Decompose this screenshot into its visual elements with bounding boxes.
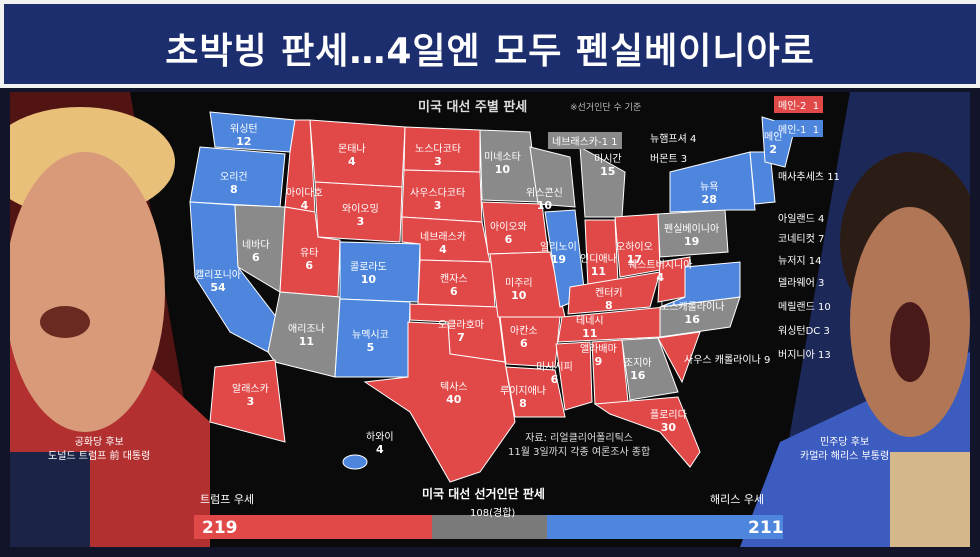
label-massachusetts: 매사추세츠 11 — [778, 172, 840, 183]
label-utah: 유타 6 — [300, 248, 319, 272]
trump-caption: 공화당 후보 도널드 트럼프 前 대통령 — [48, 436, 150, 464]
label-florida: 플로리다 30 — [650, 410, 687, 434]
state-arizona — [267, 291, 341, 378]
label-idaho: 아이다호 4 — [286, 188, 323, 212]
label-california: 캘리포니아 54 — [195, 270, 241, 294]
label-kansas: 캔자스 6 — [440, 274, 468, 298]
state-arkansas — [499, 316, 561, 368]
label-mississippi: 미시시피 6 — [536, 362, 573, 386]
label-alabama: 앨라배마 9 — [580, 344, 617, 368]
state-texas — [363, 321, 516, 483]
trump-votes-bar — [194, 515, 432, 539]
label-texas: 텍사스 40 — [440, 382, 468, 406]
label-oklahoma: 오클라호마 7 — [438, 320, 484, 344]
harris-portrait — [840, 152, 970, 547]
map-note: ※선거인단 수 기준 — [570, 103, 642, 113]
state-southcarolina — [657, 331, 701, 384]
label-alaska: 알래스카 3 — [232, 384, 269, 408]
label-arizona: 애리조나 11 — [288, 324, 325, 348]
source-line-2: 11월 3일까지 각종 여론조사 종합 — [508, 447, 651, 458]
state-newengland — [749, 151, 776, 205]
label-wyoming: 와이오밍 3 — [342, 204, 379, 228]
summary-title: 미국 대선 선거인단 판세 — [422, 487, 545, 501]
state-alaska — [209, 359, 286, 443]
label-virginia: 버지니아 13 — [778, 350, 831, 361]
legend-nebraska-1: 네브래스카-1 1 — [548, 132, 622, 149]
trump-party: 공화당 후보 — [74, 437, 124, 448]
label-newmexico: 뉴멕시코 5 — [352, 330, 389, 354]
label-dc: 워싱턴DC 3 — [778, 326, 830, 337]
source-note: 자료: 리얼클리어폴리틱스 11월 3일까지 각종 여론조사 종합 — [508, 432, 650, 460]
map-title: 미국 대선 주별 판세 — [418, 100, 528, 115]
legend-maine-1: 메인-1 1 — [774, 120, 824, 137]
label-southcarolina: 사우스 캐롤라이나 9 — [684, 355, 771, 366]
label-iowa: 아이오와 6 — [490, 222, 527, 246]
label-newjersey: 뉴저지 14 — [778, 256, 822, 267]
label-missouri: 미주리 10 — [505, 278, 533, 302]
state-wyoming — [314, 181, 403, 243]
label-vermont: 버몬트 3 — [650, 154, 688, 165]
state-georgia — [621, 337, 679, 401]
tossup-votes-bar — [432, 515, 547, 539]
label-washington: 워싱턴 12 — [230, 124, 258, 148]
state-newyork — [669, 151, 756, 213]
state-louisiana — [505, 366, 566, 418]
label-minnesota: 미네소타 10 — [484, 152, 521, 176]
label-arkansas: 아칸소 6 — [510, 326, 538, 350]
label-newyork: 뉴욕 28 — [700, 182, 719, 206]
label-montana: 몬태나 4 — [338, 144, 366, 168]
graphic-stage: 미국 대선 주별 판세 ※선거인단 수 기준 메인-2 1 메인-1 1 네브래… — [10, 92, 970, 547]
trump-votes-number: 219 — [202, 518, 238, 538]
state-virginia — [659, 261, 741, 308]
label-northcarolina: 노스캐롤라이나 16 — [660, 302, 725, 326]
state-kentucky — [567, 271, 661, 315]
tossup-label: 108(경합) — [470, 508, 516, 519]
label-ohio: 오하이오 17 — [616, 242, 653, 266]
label-colorado: 콜로라도 10 — [350, 262, 387, 286]
harris-votes-number: 211 — [748, 518, 784, 538]
trump-lead-label: 트럼프 우세 — [200, 493, 255, 506]
label-wisconsin: 위스콘신 10 — [526, 188, 563, 212]
label-maryland: 메릴랜드 10 — [778, 302, 831, 313]
harris-name: 카멀라 해리스 부통령 — [800, 451, 890, 462]
label-indiana: 인디애나 11 — [580, 254, 617, 278]
label-pennsylvania: 펜실베이니아 19 — [664, 224, 720, 248]
trump-name: 도널드 트럼프 前 대통령 — [48, 451, 151, 462]
legend-maine-2: 메인-2 1 — [774, 96, 824, 113]
label-maine: 메인 2 — [764, 132, 783, 156]
label-northdakota: 노스다코타 3 — [415, 144, 461, 168]
label-nevada: 네바다 6 — [242, 240, 270, 264]
label-michigan: 미시간 15 — [594, 154, 622, 178]
label-connecticut: 코네티컷 7 — [778, 234, 825, 245]
state-wisconsin — [529, 146, 576, 208]
label-georgia: 조지아 16 — [624, 358, 652, 382]
harris-votes-bar — [547, 515, 783, 539]
state-hawaii — [342, 454, 368, 470]
label-westvirginia: 웨스트버지니아 4 — [628, 260, 693, 284]
label-kentucky: 켄터키 8 — [595, 288, 623, 312]
trump-portrait — [10, 107, 175, 547]
headline-banner: 초박빙 판세…4일엔 모두 펜실베이니아로 — [0, 0, 980, 88]
headline-title: 초박빙 판세…4일엔 모두 펜실베이니아로 — [165, 31, 815, 72]
label-southdakota: 사우스다코타 3 — [410, 188, 466, 212]
label-nebraska: 네브래스카 4 — [420, 232, 466, 256]
state-mississippi — [555, 341, 593, 411]
label-tennessee: 테네시 11 — [576, 316, 604, 340]
source-line-1: 자료: 리얼클리어폴리틱스 — [525, 433, 633, 444]
label-oregon: 오리건 8 — [220, 172, 248, 196]
label-rhodeisland: 아일랜드 4 — [778, 214, 825, 225]
label-newhampshire: 뉴햄프셔 4 — [650, 134, 697, 145]
harris-caption: 민주당 후보 카멀라 해리스 부통령 — [800, 436, 889, 464]
harris-lead-label: 해리스 우세 — [710, 493, 765, 506]
harris-party: 민주당 후보 — [819, 437, 870, 448]
label-louisiana: 루이지애나 8 — [500, 386, 546, 410]
label-hawaii: 하와이 4 — [366, 432, 394, 456]
label-delaware: 델라웨어 3 — [778, 278, 825, 289]
state-florida — [593, 396, 701, 468]
label-illinois: 일리노이 19 — [540, 242, 577, 266]
